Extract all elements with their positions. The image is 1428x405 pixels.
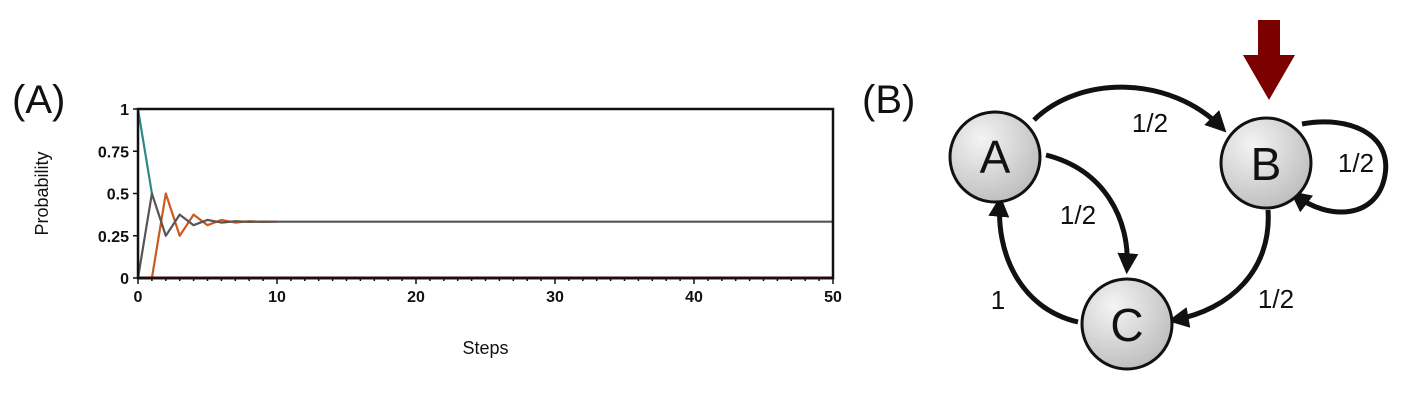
node-b: B xyxy=(1219,116,1313,210)
start-marker-arrow xyxy=(1243,20,1295,100)
edge-a-to-b-label: 1/2 xyxy=(1132,108,1168,138)
x-tick-label: 20 xyxy=(407,289,425,306)
edge-c-to-a xyxy=(988,195,1079,325)
node-b-label: B xyxy=(1251,138,1282,190)
node-a: A xyxy=(948,110,1042,204)
edge-b-to-c xyxy=(1167,209,1271,328)
edge-b-self-loop xyxy=(1290,119,1389,215)
x-tick-label: 50 xyxy=(824,289,842,306)
node-c-label: C xyxy=(1110,299,1143,351)
edge-b-self-loop-label: 1/2 xyxy=(1338,148,1374,178)
x-axis-title: Steps xyxy=(462,338,508,358)
y-tick-label: 0 xyxy=(120,271,129,288)
edge-b-to-c-label: 1/2 xyxy=(1258,284,1294,314)
edge-a-to-b xyxy=(1032,84,1227,133)
node-c: C xyxy=(1080,277,1174,371)
y-tick-label: 0.25 xyxy=(98,229,129,246)
x-tick-label: 40 xyxy=(685,289,703,306)
series-line-0 xyxy=(136,108,153,194)
y-axis-title: Probability xyxy=(32,151,52,235)
node-a-label: A xyxy=(980,131,1011,183)
y-tick-label: 1 xyxy=(120,102,129,119)
y-tick-label: 0.5 xyxy=(107,187,129,204)
edge-a-to-c-label: 1/2 xyxy=(1060,200,1096,230)
panel-a-label: (A) xyxy=(12,78,66,122)
x-tick-label: 30 xyxy=(546,289,564,306)
edge-a-to-c xyxy=(1045,152,1139,275)
x-tick-label: 0 xyxy=(134,289,143,306)
x-tick-label: 10 xyxy=(268,289,286,306)
edge-c-to-a-label: 1 xyxy=(991,285,1005,315)
panel-b-label: (B) xyxy=(862,78,916,122)
y-tick-label: 0.75 xyxy=(98,144,129,161)
series-line-2 xyxy=(136,192,833,279)
